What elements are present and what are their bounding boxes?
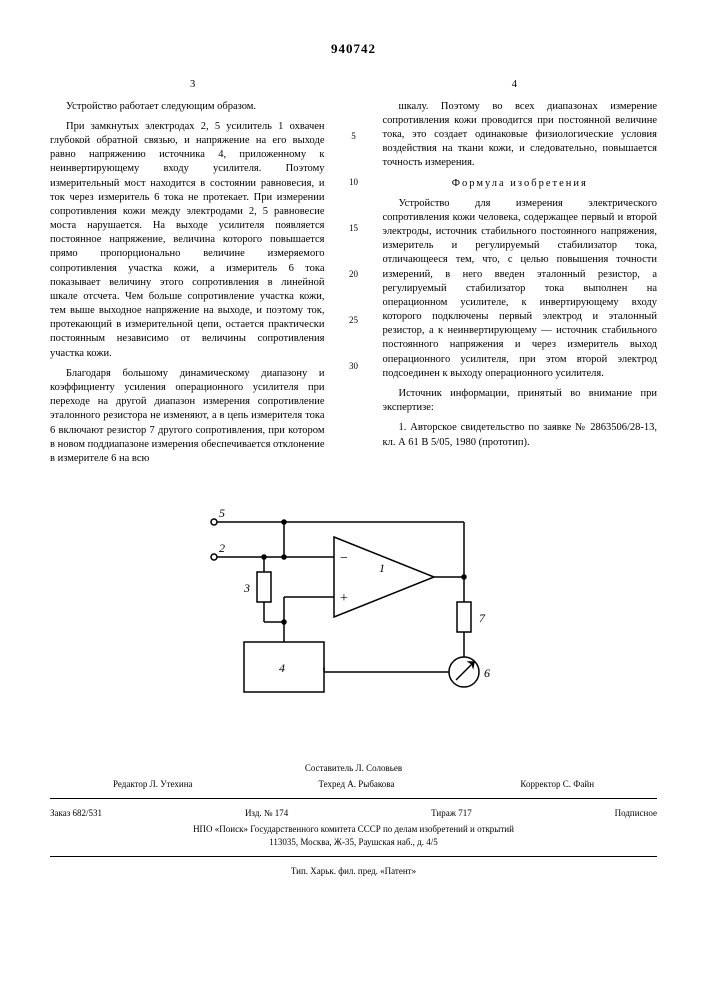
svg-text:−: − (340, 551, 348, 566)
page-num-left: 3 (190, 78, 195, 92)
right-column: шкалу. Поэтому во всех диапазонах измере… (383, 100, 658, 472)
footer-izd: Изд. № 174 (245, 807, 288, 819)
footer: Составитель Л. Соловьев Редактор Л. Утех… (50, 762, 657, 877)
line-num: 10 (349, 176, 358, 188)
footer-credits: Редактор Л. Утехина Техред А. Рыбакова К… (50, 778, 657, 790)
diagram-label-5: 5 (219, 506, 225, 520)
circuit-diagram: − + 5 2 3 4 1 7 6 (184, 502, 524, 732)
line-num: 30 (349, 360, 358, 372)
document-number: 940742 (50, 40, 657, 58)
formula-title: Формула изобретения (383, 177, 658, 191)
right-p1: шкалу. Поэтому во всех диапазонах измере… (383, 100, 658, 171)
line-number-gutter: 5 10 15 20 25 30 (345, 100, 363, 472)
line-num: 20 (349, 268, 358, 280)
footer-editor: Редактор Л. Утехина (113, 778, 193, 790)
page-numbers: 3 4 (50, 78, 657, 92)
footer-tirazh: Тираж 717 (431, 807, 472, 819)
left-p1: Устройство работает следующим образом. (50, 100, 325, 114)
svg-text:+: + (340, 591, 348, 606)
footer-corrector: Корректор С. Файн (520, 778, 594, 790)
line-num: 15 (349, 222, 358, 234)
left-p2: При замкнутых электродах 2, 5 усилитель … (50, 120, 325, 361)
left-column: Устройство работает следующим образом. П… (50, 100, 325, 472)
diagram-label-1: 1 (379, 561, 385, 575)
footer-compiler: Составитель Л. Соловьев (50, 762, 657, 774)
line-num: 25 (349, 314, 358, 326)
diagram-label-4: 4 (279, 661, 285, 675)
footer-pubinfo: Заказ 682/531 Изд. № 174 Тираж 717 Подпи… (50, 807, 657, 819)
right-p4: 1. Авторское свидетельство по заявке № 2… (383, 421, 658, 449)
footer-org: НПО «Поиск» Государственного комитета СС… (50, 823, 657, 835)
diagram-label-6: 6 (484, 666, 490, 680)
footer-subscription: Подписное (615, 807, 657, 819)
right-p2: Устройство для измерения электрического … (383, 197, 658, 381)
diagram-label-2: 2 (219, 541, 225, 555)
page-num-right: 4 (512, 78, 517, 92)
text-columns: Устройство работает следующим образом. П… (50, 100, 657, 472)
diagram-label-7: 7 (479, 611, 486, 625)
footer-order: Заказ 682/531 (50, 807, 102, 819)
diagram-label-3: 3 (243, 581, 250, 595)
footer-address: 113035, Москва, Ж-35, Раушская наб., д. … (50, 836, 657, 848)
footer-techred: Техред А. Рыбакова (319, 778, 395, 790)
left-p3: Благодаря большому динамическому диапазо… (50, 367, 325, 466)
line-num: 5 (351, 130, 356, 142)
right-p3: Источник информации, принятый во внимани… (383, 387, 658, 415)
footer-printer: Тип. Харьк. фил. пред. «Патент» (50, 865, 657, 877)
